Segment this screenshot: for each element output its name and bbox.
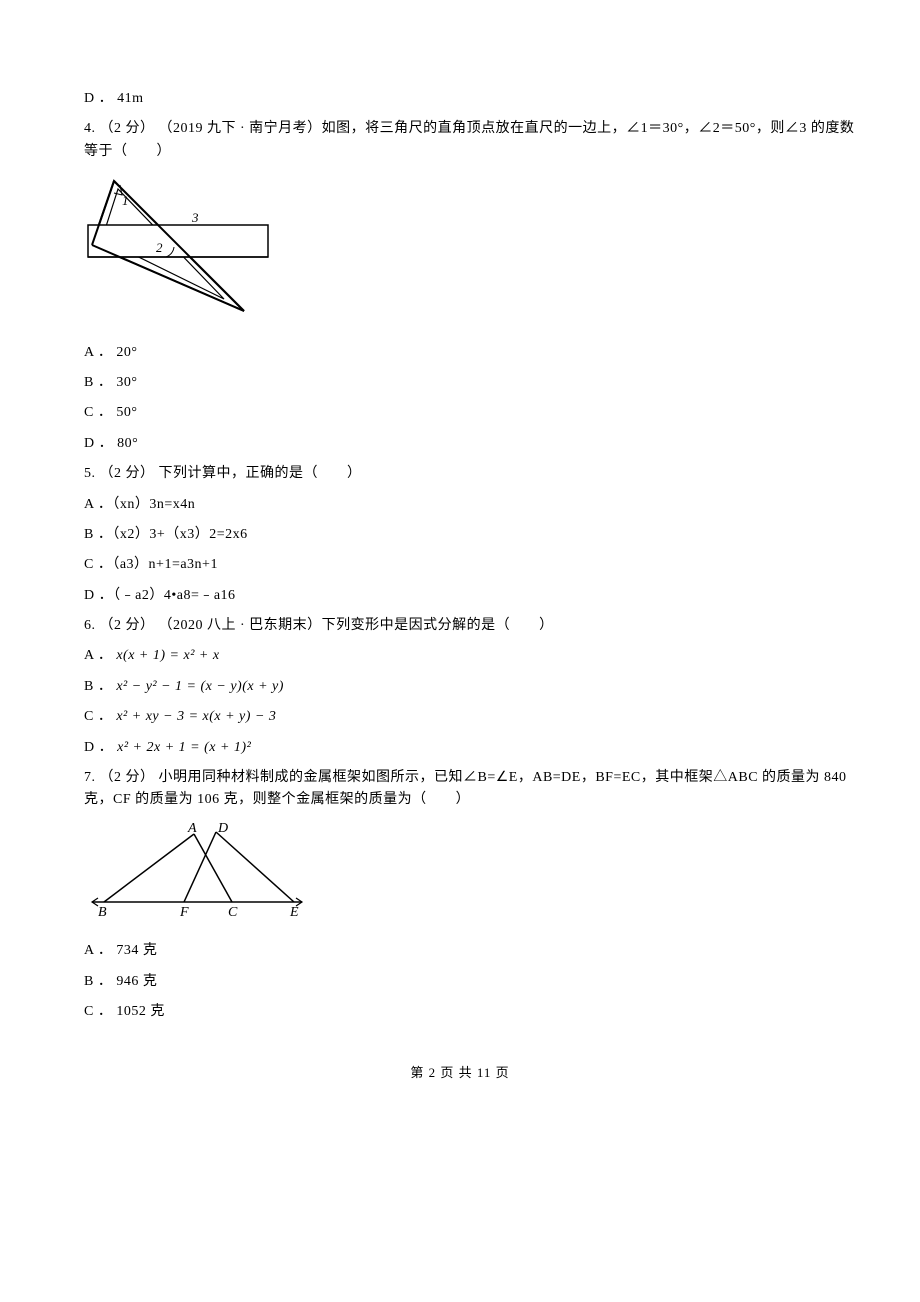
q4-option-c: C ． 50° bbox=[60, 402, 860, 424]
q4-option-b: B ． 30° bbox=[60, 372, 860, 394]
q7-label-A: A bbox=[187, 822, 197, 836]
q7-label-E: E bbox=[289, 905, 299, 920]
q6-optB-math: x² − y² − 1 = (x − y)(x + y) bbox=[116, 679, 284, 694]
q3-option-d: D ． 41m bbox=[60, 88, 860, 110]
q6-optC-math: x² + xy − 3 = x(x + y) − 3 bbox=[116, 709, 276, 724]
q6-optD-math: x² + 2x + 1 = (x + 1)² bbox=[117, 740, 251, 755]
q5-option-b: B ．（x2）3+（x3）2=2x6 bbox=[60, 524, 860, 546]
q6-optD-prefix: D ． bbox=[84, 740, 113, 755]
q4-label-1: 1 bbox=[122, 193, 129, 208]
q7-figure: A D B F C E bbox=[84, 822, 860, 930]
q6-option-c: C ． x² + xy − 3 = x(x + y) − 3 bbox=[60, 706, 860, 728]
q5-stem: 5. （2 分） 下列计算中，正确的是（ ） bbox=[60, 463, 860, 485]
q7-stem: 7. （2 分） 小明用同种材料制成的金属框架如图所示，已知∠B=∠E，AB=D… bbox=[60, 767, 860, 812]
q7-label-F: F bbox=[179, 905, 189, 920]
q4-stem: 4. （2 分） （2019 九下 · 南宁月考）如图，将三角尺的直角顶点放在直… bbox=[60, 118, 860, 163]
q7-option-b: B ． 946 克 bbox=[60, 971, 860, 993]
page-content: D ． 41m 4. （2 分） （2019 九下 · 南宁月考）如图，将三角尺… bbox=[0, 0, 920, 1124]
q7-edge-FD bbox=[184, 832, 216, 902]
q5-option-c: C ．（a3）n+1=a3n+1 bbox=[60, 554, 860, 576]
q6-optB-prefix: B ． bbox=[84, 679, 112, 694]
q5-option-a: A ．（xn）3n=x4n bbox=[60, 494, 860, 516]
q4-option-a: A ． 20° bbox=[60, 342, 860, 364]
q6-optC-prefix: C ． bbox=[84, 709, 112, 724]
q4-option-d: D ． 80° bbox=[60, 433, 860, 455]
q7-label-D: D bbox=[217, 822, 228, 836]
q7-edge-DE bbox=[216, 832, 294, 902]
q7-label-B: B bbox=[98, 905, 107, 920]
q6-optA-math: x(x + 1) = x² + x bbox=[116, 648, 219, 663]
q4-label-2: 2 bbox=[156, 240, 163, 255]
q5-option-d: D ．（﹣a2）4•a8=﹣a16 bbox=[60, 585, 860, 607]
q6-optA-prefix: A ． bbox=[84, 648, 112, 663]
q6-option-d: D ． x² + 2x + 1 = (x + 1)² bbox=[60, 737, 860, 759]
q7-label-C: C bbox=[228, 905, 238, 920]
q6-option-b: B ． x² − y² − 1 = (x − y)(x + y) bbox=[60, 676, 860, 698]
q4-figure: 1 3 2 bbox=[84, 173, 860, 331]
q4-label-3: 3 bbox=[191, 210, 199, 225]
q4-ruler bbox=[88, 225, 268, 257]
q7-option-c: C ． 1052 克 bbox=[60, 1001, 860, 1023]
q7-option-a: A ． 734 克 bbox=[60, 940, 860, 962]
q7-edge-BA bbox=[104, 834, 194, 902]
q6-stem: 6. （2 分） （2020 八上 · 巴东期末）下列变形中是因式分解的是（ ） bbox=[60, 615, 860, 637]
page-footer: 第 2 页 共 11 页 bbox=[60, 1063, 860, 1084]
q6-option-a: A ． x(x + 1) = x² + x bbox=[60, 645, 860, 667]
